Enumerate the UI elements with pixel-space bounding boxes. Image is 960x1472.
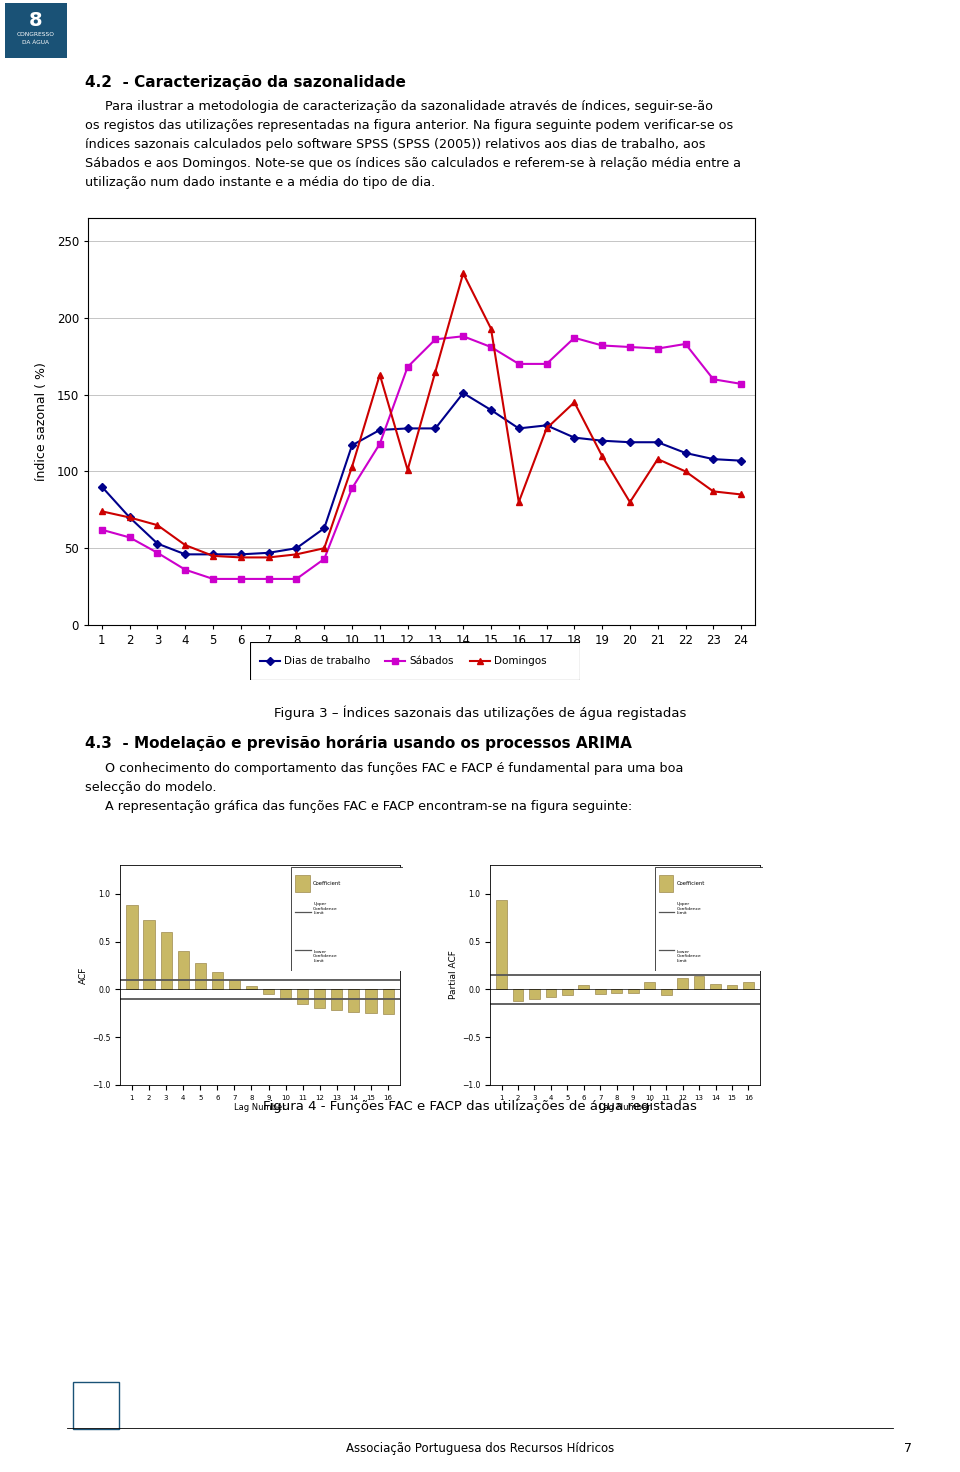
Text: Associação Portuguesa dos Recursos Hídricos: Associação Portuguesa dos Recursos Hídri…	[346, 1443, 614, 1454]
Bar	[228, 980, 240, 989]
Text: 8: 8	[29, 10, 43, 29]
Bar	[331, 989, 343, 1010]
Bar	[143, 920, 155, 989]
Bar	[513, 989, 523, 1001]
X-axis label: tempo (horas): tempo (horas)	[377, 654, 466, 667]
Bar	[348, 989, 359, 1013]
Text: Figura 4 - Funções FAC e FACP das utilizações de água registadas: Figura 4 - Funções FAC e FACP das utiliz…	[263, 1100, 697, 1113]
Bar	[160, 932, 172, 989]
Text: Domingos: Domingos	[494, 657, 546, 665]
Bar	[529, 989, 540, 999]
Bar	[727, 985, 737, 989]
Text: Sábados: Sábados	[409, 657, 453, 665]
Bar	[127, 905, 137, 989]
Bar	[562, 989, 573, 995]
X-axis label: Lag Number: Lag Number	[599, 1104, 651, 1113]
Bar	[314, 989, 325, 1008]
Bar	[195, 963, 205, 989]
Bar	[280, 989, 291, 999]
Text: Figura 3 – Índices sazonais das utilizações de água registadas: Figura 3 – Índices sazonais das utilizaç…	[274, 705, 686, 720]
FancyBboxPatch shape	[73, 1382, 119, 1429]
Bar	[579, 985, 589, 989]
Bar	[496, 901, 507, 989]
Bar	[628, 989, 638, 994]
X-axis label: Lag Number: Lag Number	[234, 1104, 286, 1113]
Text: O conhecimento do comportamento das funções FAC e FACP é fundamental para uma bo: O conhecimento do comportamento das funç…	[85, 762, 684, 793]
Bar	[612, 989, 622, 994]
Bar	[178, 951, 189, 989]
Bar	[743, 982, 754, 989]
Y-axis label: índice sazonal ( %): índice sazonal ( %)	[36, 362, 48, 481]
Text: Para ilustrar a metodologia de caracterização da sazonalidade através de índices: Para ilustrar a metodologia de caracteri…	[85, 100, 741, 188]
Bar	[366, 989, 376, 1013]
Y-axis label: Partial ACF: Partial ACF	[448, 951, 458, 999]
Text: 4.3  - Modelação e previsão horária usando os processos ARIMA: 4.3 - Modelação e previsão horária usand…	[85, 735, 632, 751]
FancyBboxPatch shape	[5, 3, 67, 57]
Text: 7: 7	[904, 1443, 912, 1454]
Bar	[263, 989, 275, 994]
Bar	[212, 972, 223, 989]
Text: 4.2  - Caracterização da sazonalidade: 4.2 - Caracterização da sazonalidade	[85, 75, 406, 90]
Bar	[660, 989, 671, 995]
Bar	[298, 989, 308, 1004]
Bar	[694, 976, 705, 989]
Text: DA ÁGUA: DA ÁGUA	[22, 41, 50, 46]
Bar	[677, 977, 688, 989]
Bar	[595, 989, 606, 994]
Text: CONGRESSO: CONGRESSO	[17, 31, 55, 37]
FancyBboxPatch shape	[250, 642, 580, 680]
Bar	[545, 989, 556, 997]
Bar	[382, 989, 394, 1014]
Bar	[246, 986, 257, 989]
Text: A representação gráfica das funções FAC e FACP encontram-se na figura seguinte:: A representação gráfica das funções FAC …	[85, 799, 633, 813]
Bar	[644, 982, 655, 989]
Text: Dias de trabalho: Dias de trabalho	[284, 657, 371, 665]
Bar	[710, 983, 721, 989]
Y-axis label: ACF: ACF	[79, 966, 87, 983]
